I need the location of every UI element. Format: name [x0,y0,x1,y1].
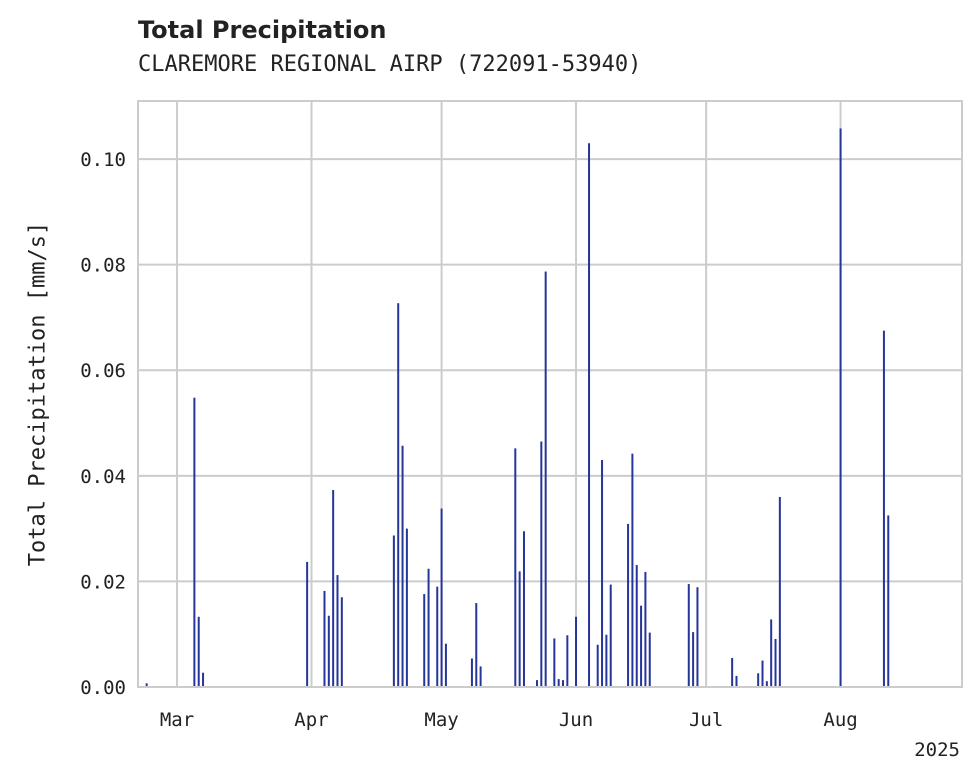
precipitation-bar [644,571,647,687]
precipitation-bar [401,445,404,687]
precipitation-bar [575,616,578,687]
precipitation-bar [544,271,547,687]
precipitation-bar [627,523,630,687]
y-tick-label: 0.04 [80,466,126,488]
precipitation-bar [444,643,447,687]
precipitation-bar [770,619,773,687]
precipitation-bar [692,632,695,687]
precipitation-bar [562,680,565,687]
precipitation-bar [557,679,560,687]
precipitation-bar [518,571,521,687]
grid-layer [138,101,962,688]
precipitation-bar [522,531,525,687]
precipitation-bar [427,568,430,687]
bars-layer [145,128,890,687]
x-tick-label: Mar [160,709,194,731]
precipitation-bar [774,638,777,687]
precipitation-bar [778,496,781,687]
precipitation-bar [631,453,634,687]
x-tick-label: Aug [823,709,857,731]
precipitation-bar [887,515,890,687]
x-tick-label: May [424,709,458,731]
precipitation-bar [440,508,443,687]
precipitation-bar [323,590,326,687]
precipitation-bar [145,683,148,687]
precipitation-bar [648,632,651,687]
ticks-layer: 0.00 0.02 0.04 0.06 0.08 0.10 Mar Apr May Jun Jul A… [80,149,857,731]
x-tick-label: Jun [559,709,593,731]
precipitation-bar [566,635,569,687]
x-tick-label: Apr [294,709,328,731]
precipitation-bar [423,594,426,687]
precipitation-bar [761,660,764,687]
precipitation-bar [596,644,599,687]
precipitation-bar [336,575,339,687]
precipitation-bar [475,603,478,687]
precipitation-bar [202,672,205,687]
precipitation-bar [731,657,734,687]
precipitation-bar [470,658,473,687]
precipitation-bar [436,586,439,687]
precipitation-bar [479,666,482,687]
x-tick-label: Jul [689,709,723,731]
y-tick-label: 0.08 [80,255,126,277]
precipitation-bar [839,128,842,687]
precipitation-bar [397,303,400,687]
chart-subtitle: CLAREMORE REGIONAL AIRP (722091-53940) [138,52,642,77]
precipitation-bar [609,584,612,687]
y-tick-label: 0.10 [80,149,126,171]
y-axis-label: Total Precipitation [mm/s] [26,222,51,566]
precipitation-bar [765,681,768,687]
plot-frame [137,100,963,688]
precipitation-bar [405,528,408,687]
precipitation-bar [193,397,196,687]
precipitation-bar [514,448,517,687]
precipitation-bar [588,143,591,687]
precipitation-bar [687,584,690,687]
precipitation-bar [306,561,309,687]
precipitation-bar [553,638,556,687]
precipitation-bar [882,330,885,687]
precipitation-bar [605,634,608,687]
y-tick-label: 0.00 [80,677,126,699]
precipitation-bar [332,490,335,687]
precipitation-bar [197,616,200,687]
precipitation-bar [640,605,643,687]
precipitation-bar [340,597,343,687]
y-tick-label: 0.02 [80,571,126,593]
precipitation-bar [601,459,604,687]
precipitation-bar [735,675,738,687]
precipitation-bar [327,615,330,687]
precipitation-bar [535,680,538,687]
x-axis-year-label: 2025 [914,739,960,761]
y-tick-label: 0.06 [80,360,126,382]
precipitation-bar [540,441,543,687]
precipitation-bar [635,565,638,687]
chart-title: Total Precipitation [138,16,387,44]
precipitation-bar [696,587,699,687]
precipitation-bar [757,673,760,687]
precipitation-bar [392,535,395,687]
